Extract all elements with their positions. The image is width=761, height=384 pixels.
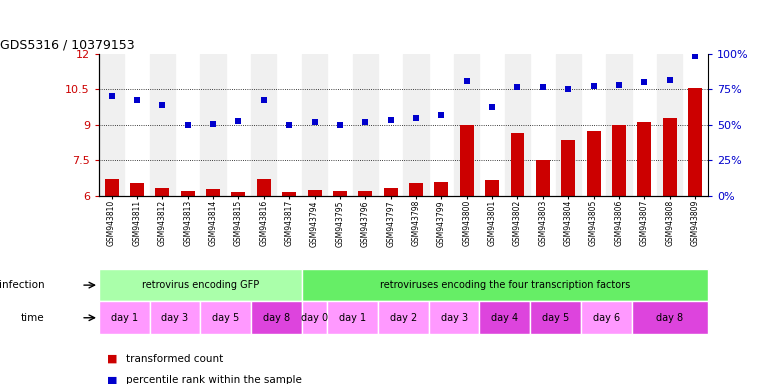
- Bar: [486, 180, 499, 196]
- Point: [156, 102, 168, 108]
- Text: day 5: day 5: [212, 313, 240, 323]
- Bar: [536, 161, 550, 196]
- Text: day 6: day 6: [593, 313, 619, 323]
- Text: infection: infection: [0, 280, 44, 290]
- Bar: [378, 301, 428, 334]
- Point: [258, 97, 270, 103]
- Bar: [282, 192, 296, 196]
- Text: retroviruses encoding the four transcription factors: retroviruses encoding the four transcrip…: [380, 280, 630, 290]
- Bar: [99, 269, 302, 301]
- Text: day 3: day 3: [161, 313, 189, 323]
- Bar: [302, 301, 327, 334]
- Point: [638, 79, 651, 85]
- Bar: [327, 301, 378, 334]
- Point: [410, 114, 422, 121]
- Bar: [530, 301, 581, 334]
- Text: time: time: [21, 313, 44, 323]
- Bar: [352, 54, 378, 196]
- Bar: [150, 301, 200, 334]
- Bar: [231, 192, 245, 196]
- Bar: [479, 301, 530, 334]
- Point: [486, 104, 498, 110]
- Bar: [181, 191, 195, 196]
- Bar: [150, 54, 175, 196]
- Bar: [607, 54, 632, 196]
- Bar: [587, 131, 600, 196]
- Point: [232, 118, 244, 124]
- Bar: [130, 183, 144, 196]
- Point: [689, 53, 701, 59]
- Bar: [403, 54, 428, 196]
- Bar: [428, 301, 479, 334]
- Bar: [460, 125, 473, 196]
- Point: [182, 122, 194, 128]
- Bar: [511, 133, 524, 196]
- Point: [537, 84, 549, 90]
- Text: day 1: day 1: [111, 313, 138, 323]
- Bar: [435, 182, 448, 196]
- Point: [106, 93, 118, 99]
- Point: [511, 84, 524, 90]
- Bar: [612, 125, 626, 196]
- Text: day 2: day 2: [390, 313, 417, 323]
- Text: day 5: day 5: [542, 313, 569, 323]
- Point: [435, 112, 447, 118]
- Point: [131, 97, 143, 103]
- Text: day 0: day 0: [301, 313, 328, 323]
- Point: [283, 122, 295, 128]
- Point: [613, 81, 625, 88]
- Bar: [105, 179, 119, 196]
- Bar: [688, 88, 702, 196]
- Bar: [251, 54, 276, 196]
- Text: GDS5316 / 10379153: GDS5316 / 10379153: [0, 38, 135, 51]
- Text: day 4: day 4: [492, 313, 518, 323]
- Bar: [302, 54, 327, 196]
- Bar: [307, 190, 322, 196]
- Bar: [206, 189, 220, 196]
- Bar: [556, 54, 581, 196]
- Point: [384, 117, 396, 123]
- Point: [587, 83, 600, 89]
- Bar: [155, 187, 170, 196]
- Bar: [657, 54, 683, 196]
- Text: day 8: day 8: [263, 313, 290, 323]
- Bar: [99, 54, 124, 196]
- Point: [334, 122, 346, 128]
- Point: [308, 119, 320, 126]
- Bar: [358, 191, 372, 196]
- Bar: [99, 301, 150, 334]
- Point: [359, 119, 371, 126]
- Bar: [632, 301, 708, 334]
- Bar: [302, 269, 708, 301]
- Bar: [454, 54, 479, 196]
- Bar: [663, 118, 677, 196]
- Point: [664, 77, 676, 83]
- Bar: [561, 140, 575, 196]
- Text: day 3: day 3: [441, 313, 467, 323]
- Bar: [409, 183, 423, 196]
- Point: [562, 86, 575, 92]
- Bar: [256, 179, 271, 196]
- Text: ■: ■: [107, 375, 117, 384]
- Bar: [505, 54, 530, 196]
- Text: percentile rank within the sample: percentile rank within the sample: [126, 375, 301, 384]
- Bar: [251, 301, 302, 334]
- Bar: [384, 187, 397, 196]
- Bar: [581, 301, 632, 334]
- Bar: [333, 191, 347, 196]
- Bar: [200, 301, 251, 334]
- Text: transformed count: transformed count: [126, 354, 223, 364]
- Point: [460, 78, 473, 84]
- Text: day 8: day 8: [656, 313, 683, 323]
- Text: day 1: day 1: [339, 313, 366, 323]
- Bar: [200, 54, 226, 196]
- Text: ■: ■: [107, 354, 117, 364]
- Bar: [638, 122, 651, 196]
- Text: retrovirus encoding GFP: retrovirus encoding GFP: [142, 280, 259, 290]
- Point: [207, 121, 219, 127]
